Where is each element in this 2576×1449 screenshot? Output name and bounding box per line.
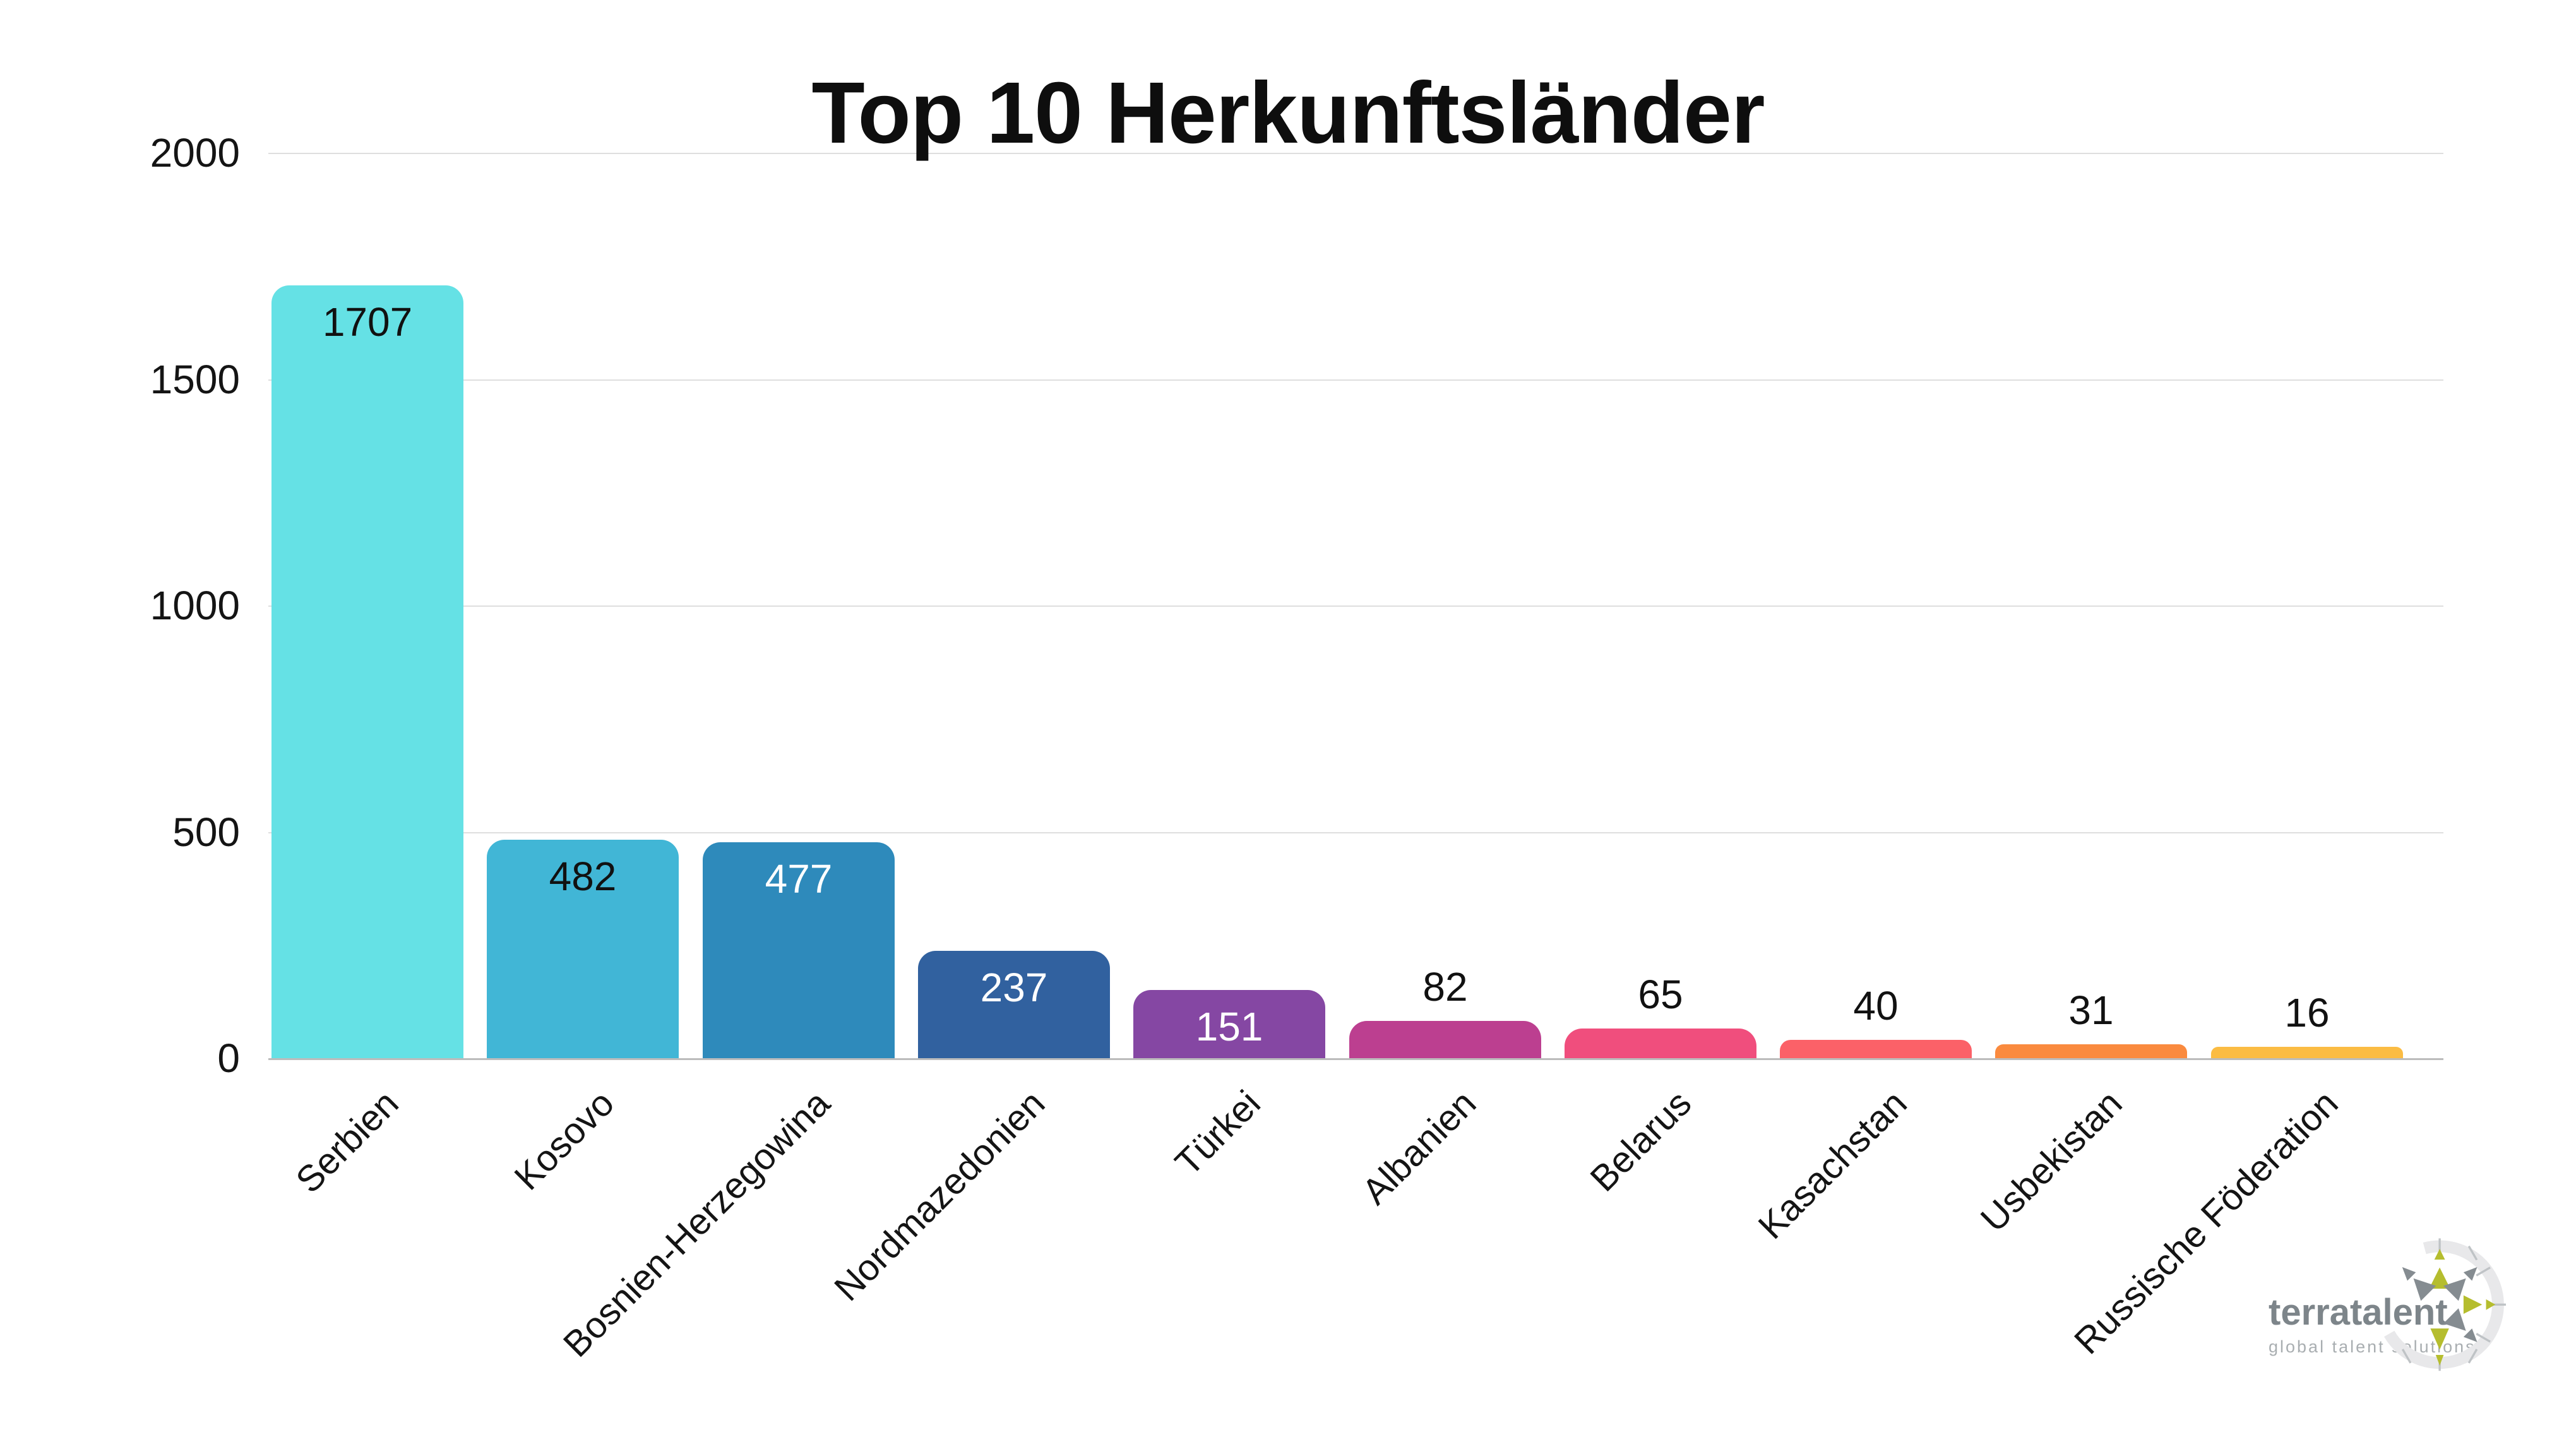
x-axis-tick-text: Belarus: [1582, 1082, 1700, 1200]
y-axis-tick-label-1000: 1000: [150, 583, 240, 628]
bar-albanien: [1349, 1021, 1541, 1058]
bar-value-label-kosovo: 482: [549, 854, 617, 899]
y-axis-tick-label-1500: 1500: [150, 357, 240, 402]
bar-usbekistan: [1995, 1044, 2187, 1058]
bar-value-label-bosnien-herzegowina: 477: [765, 856, 833, 902]
compass-arrows: [2402, 1249, 2496, 1366]
bar-nordmazedonien: 237: [918, 951, 1110, 1058]
bar-kosovo: 482: [487, 840, 679, 1058]
bar-value-label-usbekistan: 31: [2068, 987, 2114, 1033]
x-axis-tick-text: Usbekistan: [1972, 1082, 2130, 1240]
bar-value-label-nordmazedonien: 237: [980, 965, 1048, 1010]
bar-belarus: [1565, 1029, 1756, 1058]
x-axis-tick-text: Nordmazedonien: [826, 1082, 1053, 1309]
terratalent-logo: terratalent global talent solutions: [2245, 1228, 2541, 1443]
bar-bosnien-herzegowina: 477: [703, 842, 895, 1058]
gridline-1000: [268, 605, 2443, 607]
logo-wordmark: terratalent: [2269, 1292, 2448, 1333]
gridline-500: [268, 832, 2443, 833]
x-axis-tick-text: Kosovo: [506, 1082, 622, 1198]
bar-value-label-kasachstan: 40: [1853, 983, 1899, 1029]
bar-value-label-belarus: 65: [1638, 972, 1683, 1017]
y-axis-tick-label-0: 0: [217, 1035, 240, 1081]
bar-value-label-albanien: 82: [1422, 964, 1468, 1010]
chart-title: Top 10 Herkunftsländer: [811, 64, 1765, 162]
bar-value-label-russische-foderation: 16: [2284, 990, 2330, 1035]
x-axis-tick-text: Serbien: [288, 1082, 407, 1202]
gridline-0: [268, 1058, 2443, 1060]
x-axis-tick-text: Türkei: [1167, 1082, 1268, 1184]
bar-kasachstan: [1780, 1040, 1972, 1058]
bar-value-label-serbien: 1707: [322, 299, 413, 345]
gridline-2000: [268, 153, 2443, 154]
bar-serbien: 1707: [271, 285, 463, 1058]
bar-russische-foderation: [2211, 1047, 2403, 1058]
x-axis-tick-text: Kasachstan: [1750, 1082, 1915, 1247]
gridline-1500: [268, 379, 2443, 381]
x-axis-tick-text: Albanien: [1354, 1082, 1484, 1213]
bar-value-label-turkei: 151: [1195, 1004, 1263, 1049]
y-axis-tick-label-2000: 2000: [150, 130, 240, 176]
bar-turkei: 151: [1133, 990, 1325, 1058]
y-axis-tick-label-500: 500: [172, 809, 240, 855]
compass-logo-icon: [2383, 1238, 2507, 1371]
